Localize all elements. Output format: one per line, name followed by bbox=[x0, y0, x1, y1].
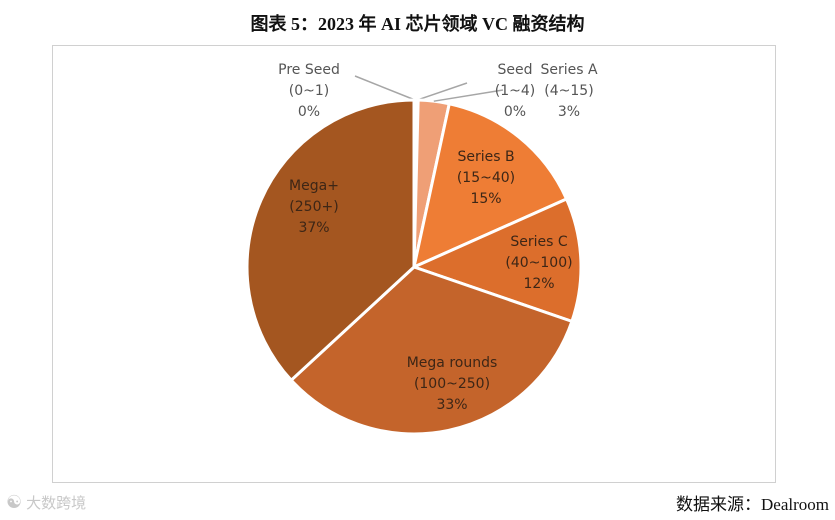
watermark-logo-icon: ☯ bbox=[6, 492, 23, 513]
watermark-text: 大数跨境 bbox=[26, 494, 87, 512]
data-label-seed: Seed (1~4) 0% bbox=[495, 62, 535, 120]
pie-slice-mega+ bbox=[245, 98, 416, 383]
data-label-mega+: Mega+ (250+) 37% bbox=[289, 178, 339, 236]
pie-slice-series-c bbox=[409, 197, 583, 324]
source-note: 数据来源：Dealroom bbox=[676, 495, 829, 514]
chart-area: Pre Seed (0~1) 0% Seed (1~4) 0% Series A (4~15)… bbox=[52, 45, 776, 483]
data-label-pre-seed: Pre Seed (0~1) 0% bbox=[278, 62, 340, 120]
leader-line-pre-seed bbox=[354, 75, 416, 101]
pie-slice-series-b bbox=[411, 101, 569, 270]
data-label-series-a: Series A (4~15) 3% bbox=[540, 62, 598, 120]
data-label-series-b: Series B (15~40) 15% bbox=[457, 149, 515, 207]
figure-title: 图表 5：2023 年 AI 芯片领域 VC 融资结构 bbox=[250, 14, 585, 34]
pie-chart: Pre Seed (0~1) 0% Seed (1~4) 0%Series A (4~15)… bbox=[245, 62, 598, 436]
data-label-series-c: Series C (40~100) 12% bbox=[505, 234, 572, 292]
data-label-mega-rounds: Mega rounds (100~250) 33% bbox=[407, 355, 498, 413]
leader-line-seed bbox=[416, 82, 468, 101]
leader-line-series-a bbox=[433, 89, 504, 102]
watermark: ☯ 大数跨境 bbox=[6, 492, 86, 513]
pie-slice-mega-rounds bbox=[289, 265, 574, 436]
